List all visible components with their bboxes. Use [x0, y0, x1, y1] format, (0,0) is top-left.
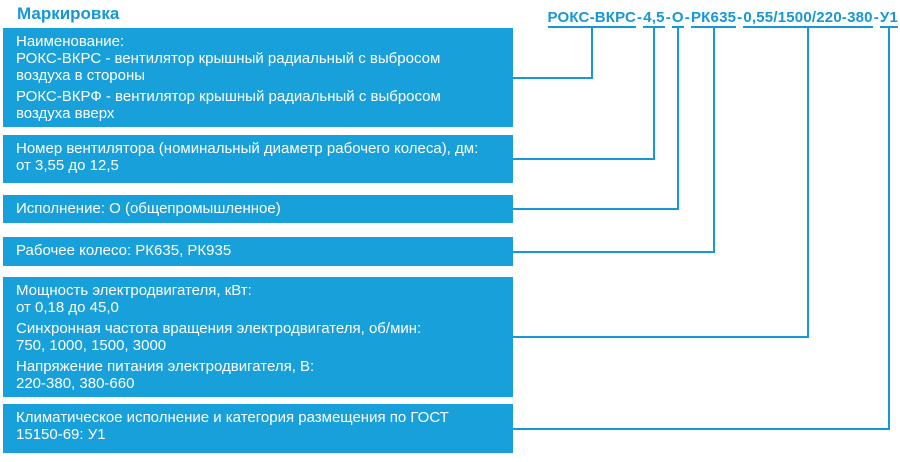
box-line: Мощность электродвигателя, кВт:	[16, 282, 252, 299]
code-separator: -	[737, 9, 743, 26]
code-separator: -	[637, 9, 643, 26]
product-code: РОКС-ВКРС-4,5-О-РК635-0,55/1500/220-380-…	[547, 9, 898, 28]
box-line: Номер вентилятора (номинальный диаметр р…	[16, 140, 479, 157]
connector-impeller-horizontal	[513, 251, 715, 253]
box-line: Напряжение питания электродвигателя, В:	[16, 358, 315, 375]
spec-box-impeller: Рабочее колесо: РК635, РК935	[3, 237, 513, 266]
box-line: Наименование:	[16, 33, 125, 50]
box-line: воздуха в стороны	[16, 67, 146, 84]
spec-box-motor: Мощность электродвигателя, кВт: от 0,18 …	[3, 277, 513, 397]
box-line: воздуха вверх	[16, 105, 115, 122]
connector-design-horizontal	[513, 208, 679, 210]
spec-box-fan-size: Номер вентилятора (номинальный диаметр р…	[3, 135, 513, 183]
code-separator: -	[665, 9, 671, 26]
box-line: от 3,55 до 12,5	[16, 157, 119, 174]
connector-climate-vertical	[888, 28, 890, 430]
spec-box-naming: Наименование: РОКС-ВКРС - вентилятор кры…	[3, 28, 513, 127]
spec-box-design: Исполнение: О (общепромышленное)	[3, 195, 513, 223]
connector-climate-horizontal	[513, 428, 890, 430]
connector-design-vertical	[677, 28, 679, 210]
connector-naming-vertical	[591, 28, 593, 79]
connector-naming-horizontal	[513, 77, 593, 79]
box-line: Синхронная частота вращения электродвига…	[16, 320, 422, 337]
box-line: 15150-69: У1	[16, 426, 106, 443]
connector-impeller-vertical	[713, 28, 715, 253]
page-title: Маркировка	[17, 4, 120, 23]
code-segment-design: О	[671, 9, 684, 28]
box-line: 750, 1000, 1500, 3000	[16, 337, 167, 354]
code-segment-climate: У1	[879, 9, 898, 28]
box-line: от 0,18 до 45,0	[16, 299, 119, 316]
box-line: Рабочее колесо: РК635, РК935	[16, 242, 232, 259]
box-line: 220-380, 380-660	[16, 375, 135, 392]
code-segment-motor: 0,55/1500/220-380	[743, 9, 873, 28]
code-segment-fan-size: 4,5	[643, 9, 665, 28]
box-line: Исполнение: О (общепромышленное)	[16, 200, 281, 217]
code-separator: -	[873, 9, 879, 26]
code-segment-naming: РОКС-ВКРС	[547, 9, 637, 28]
connector-fan-size-vertical	[653, 28, 655, 160]
code-separator: -	[684, 9, 690, 26]
code-segment-impeller: РК635	[690, 9, 737, 28]
connector-motor-vertical	[807, 28, 809, 338]
box-line: РОКС-ВКРФ - вентилятор крышный радиальны…	[16, 88, 441, 105]
box-line: РОКС-ВКРС - вентилятор крышный радиальны…	[16, 50, 441, 67]
box-line: Климатическое исполнение и категория раз…	[16, 409, 449, 426]
connector-motor-horizontal	[513, 336, 809, 338]
spec-box-climate: Климатическое исполнение и категория раз…	[3, 404, 513, 453]
connector-fan-size-horizontal	[513, 158, 655, 160]
